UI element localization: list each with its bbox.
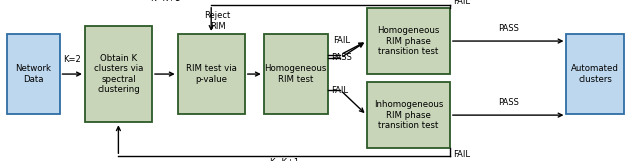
Text: Automated
clusters: Automated clusters bbox=[572, 64, 619, 84]
Text: PASS: PASS bbox=[498, 24, 518, 33]
Text: FAIL: FAIL bbox=[332, 86, 349, 95]
Text: Homogeneous
RIM test: Homogeneous RIM test bbox=[264, 64, 327, 84]
Text: Homogeneous
RIM phase
transition test: Homogeneous RIM phase transition test bbox=[377, 26, 440, 56]
FancyBboxPatch shape bbox=[178, 34, 245, 114]
FancyBboxPatch shape bbox=[566, 34, 624, 114]
FancyBboxPatch shape bbox=[367, 82, 450, 148]
Text: PASS: PASS bbox=[332, 53, 353, 62]
Text: Reject
RIM: Reject RIM bbox=[204, 11, 231, 31]
Text: K=K+1: K=K+1 bbox=[150, 0, 180, 3]
Text: RIM test via
p-value: RIM test via p-value bbox=[186, 64, 237, 84]
Text: FAIL: FAIL bbox=[453, 150, 470, 159]
Text: K=K+1: K=K+1 bbox=[269, 158, 300, 161]
Text: Network
Data: Network Data bbox=[15, 64, 51, 84]
Text: Obtain K
clusters via
spectral
clustering: Obtain K clusters via spectral clusterin… bbox=[93, 54, 143, 94]
FancyBboxPatch shape bbox=[85, 26, 152, 122]
FancyBboxPatch shape bbox=[367, 8, 450, 74]
Text: K=2: K=2 bbox=[63, 55, 81, 64]
Text: FAIL: FAIL bbox=[453, 0, 470, 6]
Text: FAIL: FAIL bbox=[333, 36, 350, 45]
FancyBboxPatch shape bbox=[264, 34, 328, 114]
Text: Inhomogeneous
RIM phase
transition test: Inhomogeneous RIM phase transition test bbox=[374, 100, 443, 130]
FancyBboxPatch shape bbox=[7, 34, 60, 114]
Text: PASS: PASS bbox=[498, 98, 518, 107]
